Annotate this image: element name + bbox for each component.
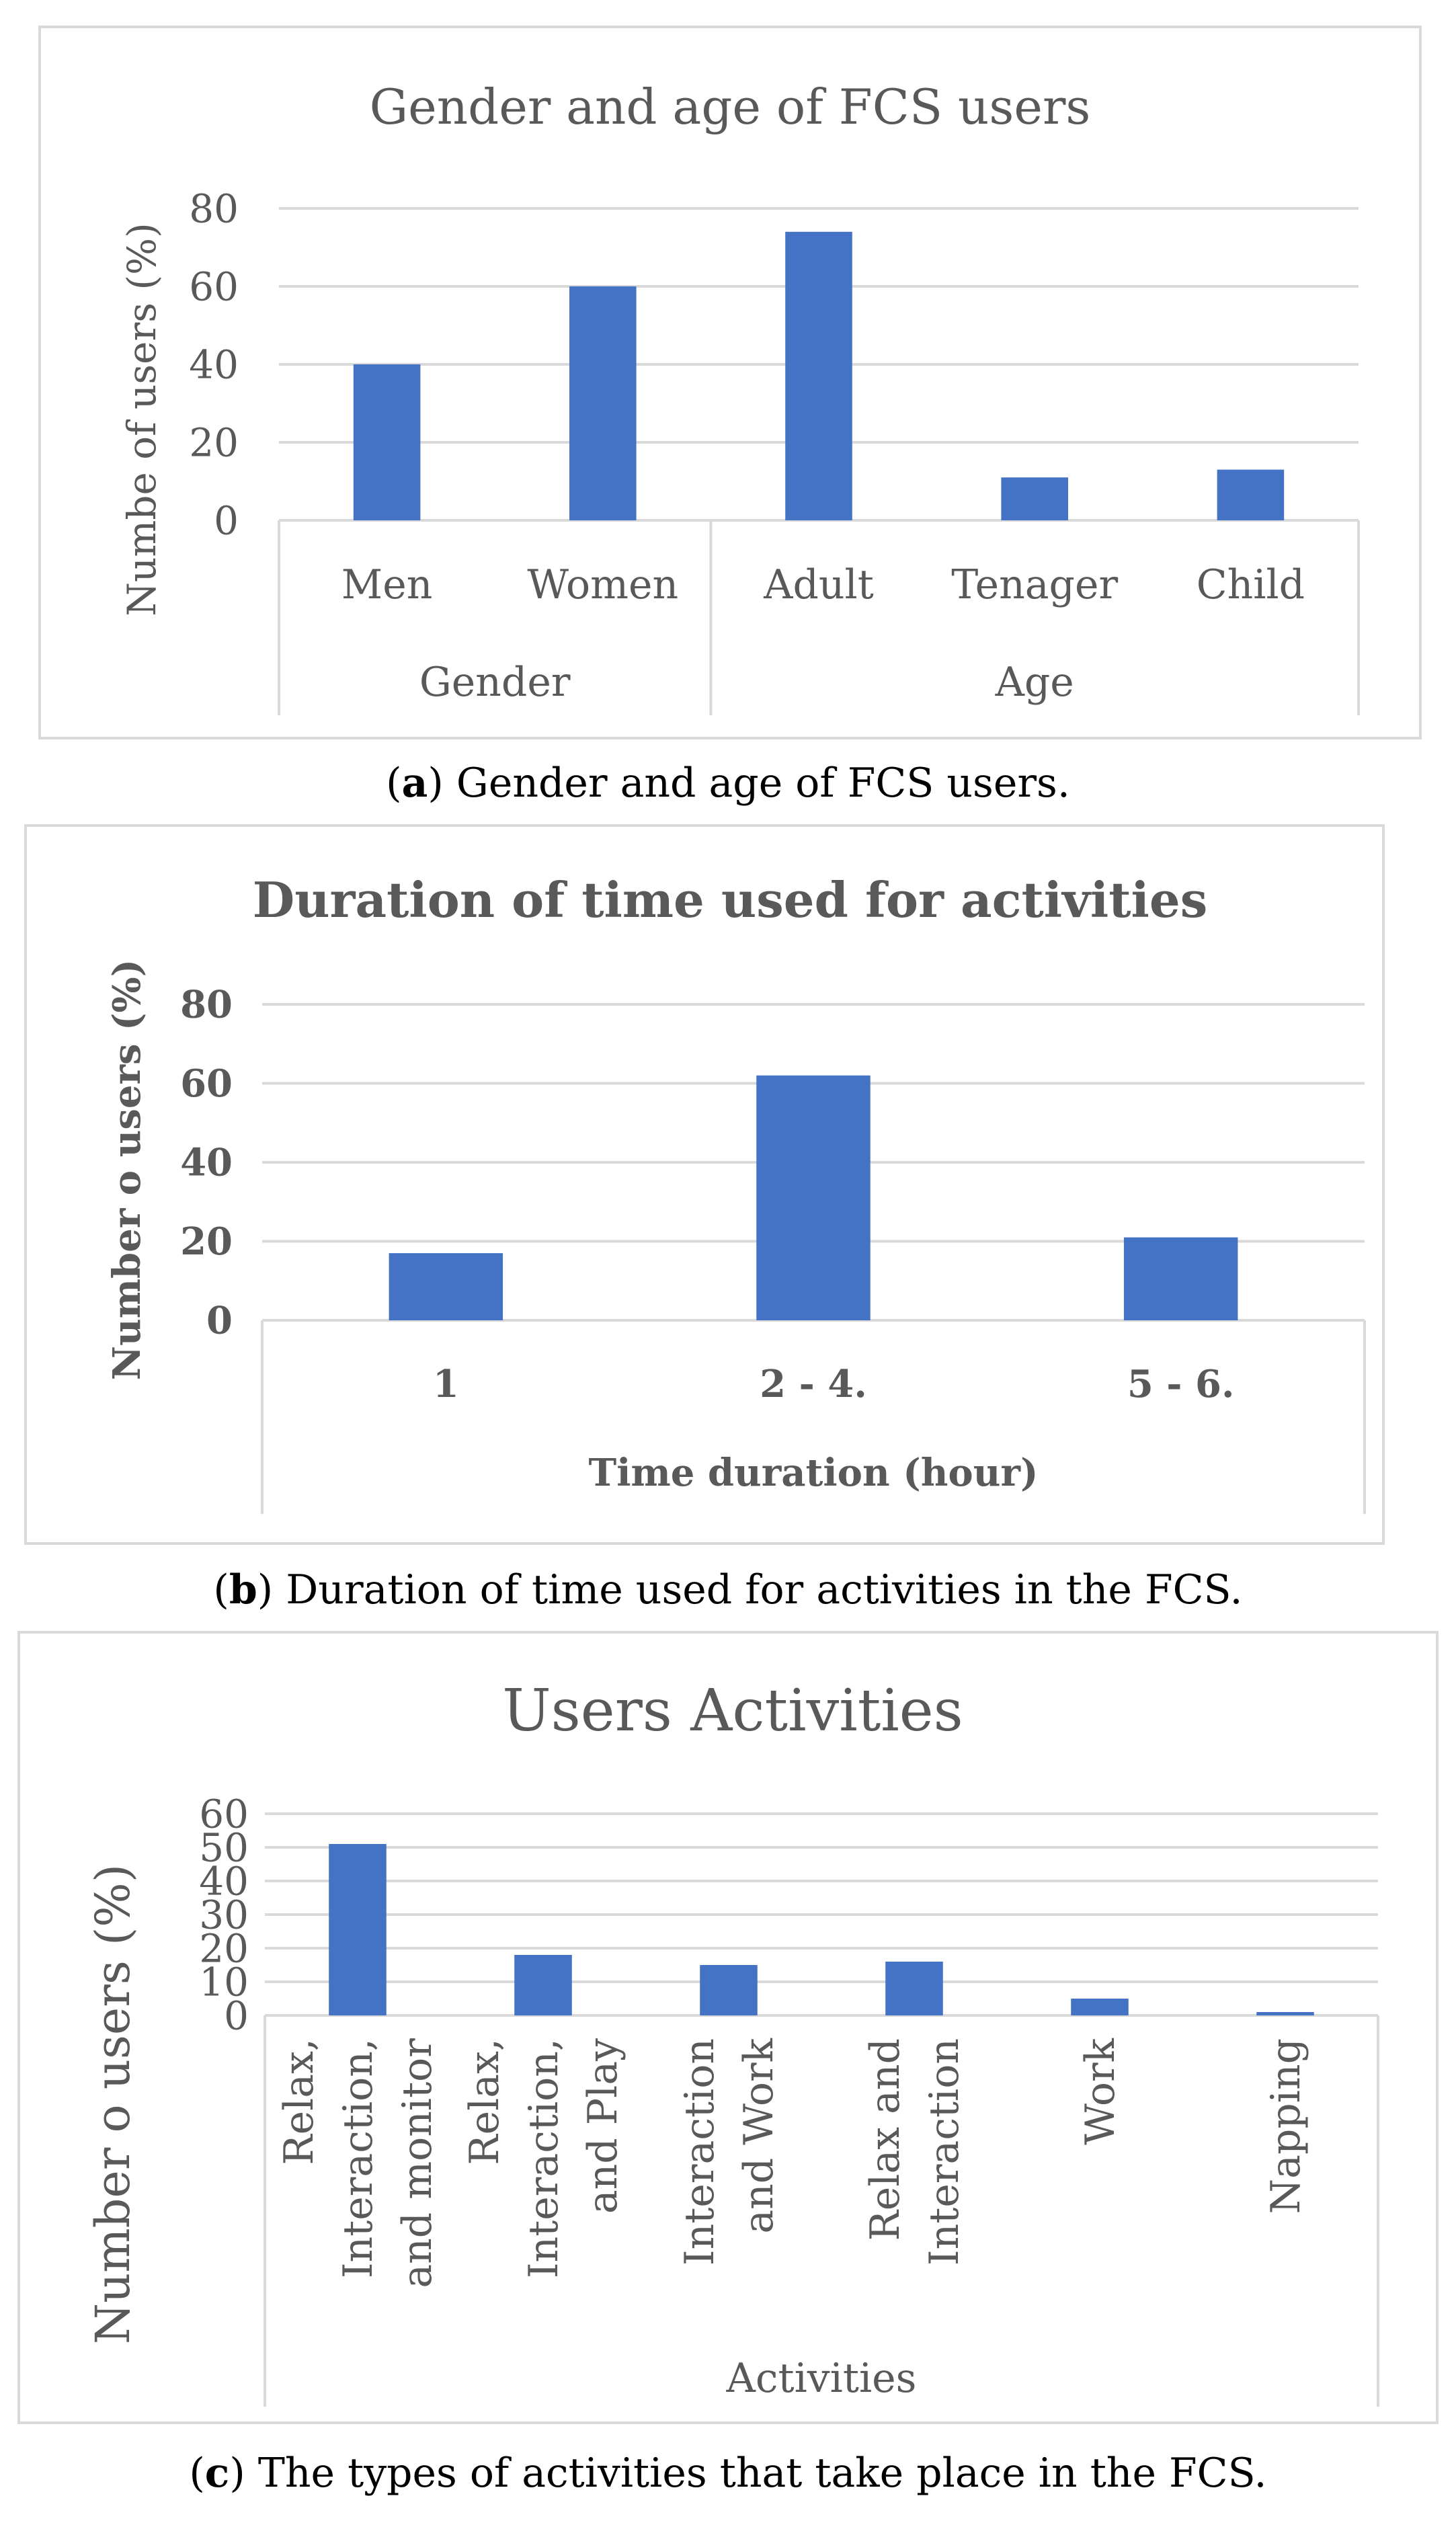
chart-panel-b: Duration of time used for activities 0 20 4… <box>24 824 1385 1545</box>
y-tick-label: 20 <box>189 419 239 465</box>
y-tick-label: 0 <box>224 1993 249 2038</box>
x-axis-title: Activities <box>726 2355 917 2402</box>
x-category-label: Relax, Interaction, and monitor <box>276 2038 441 2288</box>
x-group-label: Age <box>995 659 1074 706</box>
y-tick-label: 20 <box>180 1219 233 1264</box>
y-tick-label: 60 <box>189 264 239 309</box>
bar <box>389 1253 503 1320</box>
caption-c-text: The types of activities that take place … <box>245 2450 1267 2497</box>
bar <box>785 231 852 520</box>
x-category-label-line: Interaction <box>921 2038 968 2265</box>
y-tick-label: 0 <box>214 497 239 543</box>
y-tick-label: 50 <box>199 1824 249 1870</box>
bar <box>1256 2012 1314 2015</box>
y-tick-label: 60 <box>199 1791 249 1837</box>
y-tick-label: 30 <box>199 1892 249 1937</box>
x-group-label: Gender <box>419 659 571 706</box>
x-category-label: Interaction and Work <box>676 2038 782 2265</box>
x-category-label: Adult <box>763 561 874 608</box>
caption-a: (a) Gender and age of FCS users. <box>386 760 1070 807</box>
x-category-label: 1 <box>433 1362 459 1406</box>
x-category-label-line: Interaction, <box>520 2038 567 2278</box>
x-category-label-line: and Play <box>579 2038 626 2214</box>
bar <box>353 364 421 520</box>
chart-title: Duration of time used for activities <box>253 871 1208 928</box>
x-category-label: Women <box>527 561 678 608</box>
bar <box>700 1965 758 2015</box>
caption-b-label: b <box>229 1566 257 1613</box>
y-axis-title: Number o users (%) <box>85 1864 140 2344</box>
chart-title: Users Activities <box>502 1677 963 1744</box>
y-tick-label: 40 <box>189 342 239 387</box>
bar <box>329 1844 387 2015</box>
y-tick-label: 40 <box>199 1858 249 1904</box>
x-axis-title: Time duration (hour) <box>589 1451 1039 1495</box>
caption-c: (c) The types of activities that take pl… <box>189 2450 1267 2497</box>
bar <box>1217 469 1285 520</box>
x-category-label-line: and Work <box>735 2038 782 2233</box>
x-category-label: Relax, Interaction, and Play <box>461 2038 626 2278</box>
caption-a-label: a <box>401 760 428 807</box>
bar <box>1071 1999 1129 2015</box>
x-category-label: Child <box>1197 561 1305 608</box>
x-category-label-line: Interaction <box>676 2038 723 2265</box>
x-category-label-line: Relax, <box>276 2038 323 2165</box>
bar <box>1001 477 1068 520</box>
caption-c-label: c <box>204 2450 230 2497</box>
x-category-label: Relax and Interaction <box>862 2038 968 2265</box>
bar <box>885 1962 943 2015</box>
chart-b-svg: Duration of time used for activities 0 20 4… <box>105 871 1366 1514</box>
x-category-label: Work <box>1077 2038 1124 2144</box>
x-category-label: Men <box>341 561 433 608</box>
bar <box>1123 1237 1238 1320</box>
y-tick-label: 60 <box>180 1061 233 1106</box>
bar <box>756 1075 871 1320</box>
x-category-label-line: Napping <box>1262 2038 1309 2214</box>
x-category-label-line: Relax and <box>862 2038 909 2241</box>
chart-panel-a: Gender and age of FCS users 0 20 40 60 80 Men W… <box>38 26 1422 739</box>
caption-a-text: Gender and age of FCS users. <box>443 760 1070 807</box>
x-category-label-line: Relax, <box>461 2038 508 2165</box>
y-tick-label: 80 <box>180 983 233 1027</box>
bar <box>569 286 637 520</box>
x-category-label: 2 - 4. <box>760 1362 867 1406</box>
chart-title: Gender and age of FCS users <box>370 79 1091 135</box>
y-axis-title: Numbe of users (%) <box>119 223 165 616</box>
x-category-label-line: Work <box>1077 2038 1124 2144</box>
x-category-label: Napping <box>1262 2038 1309 2214</box>
y-tick-label: 20 <box>199 1925 249 1971</box>
y-axis-title: Number o users (%) <box>105 959 149 1380</box>
x-category-label: 5 - 6. <box>1127 1362 1235 1406</box>
y-tick-label: 80 <box>189 186 239 231</box>
y-tick-label: 40 <box>180 1141 233 1185</box>
x-category-label-line: and monitor <box>394 2038 441 2288</box>
caption-b-text: Duration of time used for activities in … <box>273 1566 1243 1613</box>
y-tick-label: 0 <box>206 1299 233 1343</box>
x-category-label-line: Interaction, <box>335 2038 382 2278</box>
chart-panel-c: Users Activities 0 10 20 30 40 50 60 Relax, Inter… <box>17 1631 1439 2424</box>
y-tick-label: 10 <box>199 1959 249 2005</box>
bar <box>514 1955 572 2015</box>
chart-a-svg: Gender and age of FCS users 0 20 40 60 80 Men W… <box>119 79 1360 715</box>
caption-b: (b) Duration of time used for activities… <box>213 1566 1243 1613</box>
x-category-label: Tenager <box>951 561 1118 608</box>
